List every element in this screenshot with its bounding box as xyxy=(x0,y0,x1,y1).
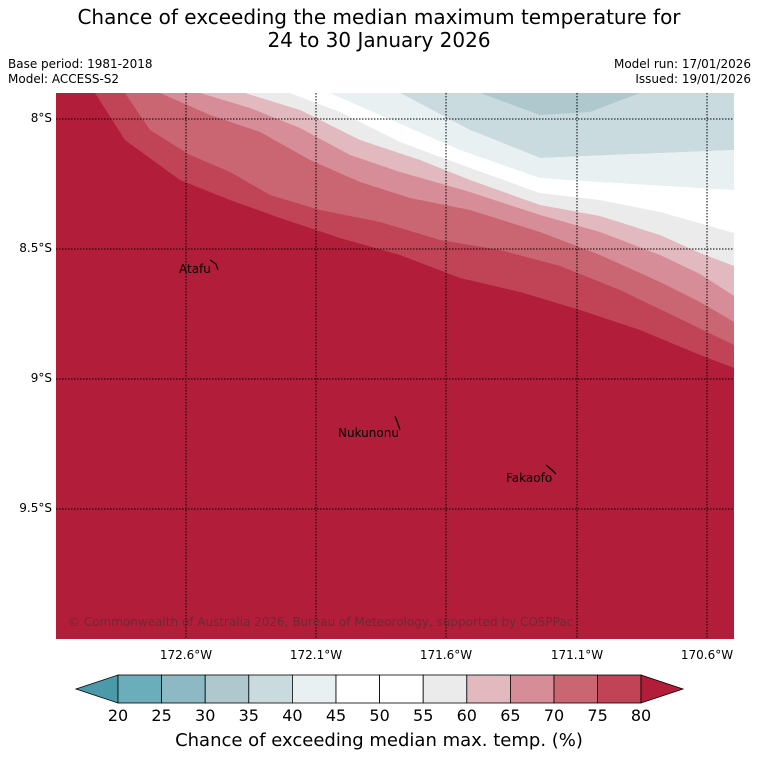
colorbar-tick-50: 50 xyxy=(369,706,390,725)
band-35-40 xyxy=(330,93,734,190)
colorbar xyxy=(74,674,685,704)
lon-label-170-6w: 170.6°W xyxy=(680,648,734,662)
colorbar-swatch-60-65 xyxy=(466,674,511,704)
fakaofo-outline xyxy=(545,464,557,475)
colorbar-swatch-55-60 xyxy=(422,674,468,704)
island-outlines xyxy=(209,259,557,475)
atafu-outline xyxy=(209,259,219,271)
title-line-1: Chance of exceeding the median maximum t… xyxy=(77,5,681,29)
colorbar-swatch-65-70 xyxy=(509,674,555,704)
colorbar-extend-low xyxy=(74,674,119,704)
meta-left: Base period: 1981-2018 Model: ACCESS-S2 xyxy=(8,57,153,87)
copyright-notice: © Commonwealth of Australia 2026, Bureau… xyxy=(68,615,573,629)
colorbar-tick-30: 30 xyxy=(195,706,216,725)
meta-right: Model run: 17/01/2026 Issued: 19/01/2026 xyxy=(614,57,751,87)
colorbar-swatch-25-30 xyxy=(161,674,206,704)
lat-label-9-5s: 9.5°S xyxy=(19,501,52,515)
colorbar-swatch-40-45 xyxy=(291,674,337,704)
gridlines xyxy=(56,93,734,639)
issued-date: Issued: 19/01/2026 xyxy=(635,72,751,86)
colorbar-tick-65: 65 xyxy=(500,706,521,725)
colorbar-tick-40: 40 xyxy=(282,706,303,725)
colorbar-swatch-70-75 xyxy=(553,674,598,704)
lat-label-8-5s: 8.5°S xyxy=(19,241,52,255)
colorbar-swatch-30-35 xyxy=(204,674,250,704)
band-30-35 xyxy=(400,93,734,158)
colorbar-swatch-50-55 xyxy=(379,674,424,704)
place-label-fakaofo: Fakaofo xyxy=(506,471,552,485)
place-label-nukunonu: Nukunonu xyxy=(338,426,399,440)
colorbar-tick-45: 45 xyxy=(325,706,347,725)
place-label-atafu: Atafu xyxy=(179,262,211,276)
nukunonu-outline xyxy=(394,415,401,431)
colorbar-swatch-45-50 xyxy=(335,674,380,704)
lon-label-171-1w: 171.1°W xyxy=(550,648,604,662)
model-run: Model run: 17/01/2026 xyxy=(613,57,751,71)
band-above-80 xyxy=(56,93,734,639)
band-25-30 xyxy=(480,93,640,115)
model-name: Model: ACCESS-S2 xyxy=(8,72,120,86)
place-labels: Atafu Nukunonu Fakaofo xyxy=(179,262,552,485)
map-plot xyxy=(56,93,734,639)
colorbar-swatch-35-40 xyxy=(248,674,293,704)
colorbar-tick-25: 25 xyxy=(151,706,172,725)
lat-label-8s: 8°S xyxy=(30,111,52,125)
lat-label-9s: 9°S xyxy=(30,371,52,385)
colorbar-swatch-20-25 xyxy=(117,674,162,704)
colorbar-tick-70: 70 xyxy=(543,706,565,725)
lon-label-172-1w: 172.1°W xyxy=(289,648,343,662)
lon-label-171-6w: 171.6°W xyxy=(419,648,473,662)
colorbar-swatch-75-80 xyxy=(597,674,642,704)
colorbar-label: Chance of exceeding median max. temp. (%… xyxy=(175,730,583,751)
title-line-2: 24 to 30 January 2026 xyxy=(267,28,491,52)
colorbar-tick-80: 80 xyxy=(630,706,652,725)
colorbar-tick-20: 20 xyxy=(107,706,129,725)
base-period: Base period: 1981-2018 xyxy=(8,57,153,71)
colorbar-tick-60: 60 xyxy=(456,706,477,725)
colorbar-tick-55: 55 xyxy=(413,706,434,725)
colorbar-extend-high xyxy=(640,674,685,704)
colorbar-tick-75: 75 xyxy=(587,706,608,725)
lon-label-172-6w: 172.6°W xyxy=(159,648,213,662)
colorbar-tick-35: 35 xyxy=(238,706,259,725)
